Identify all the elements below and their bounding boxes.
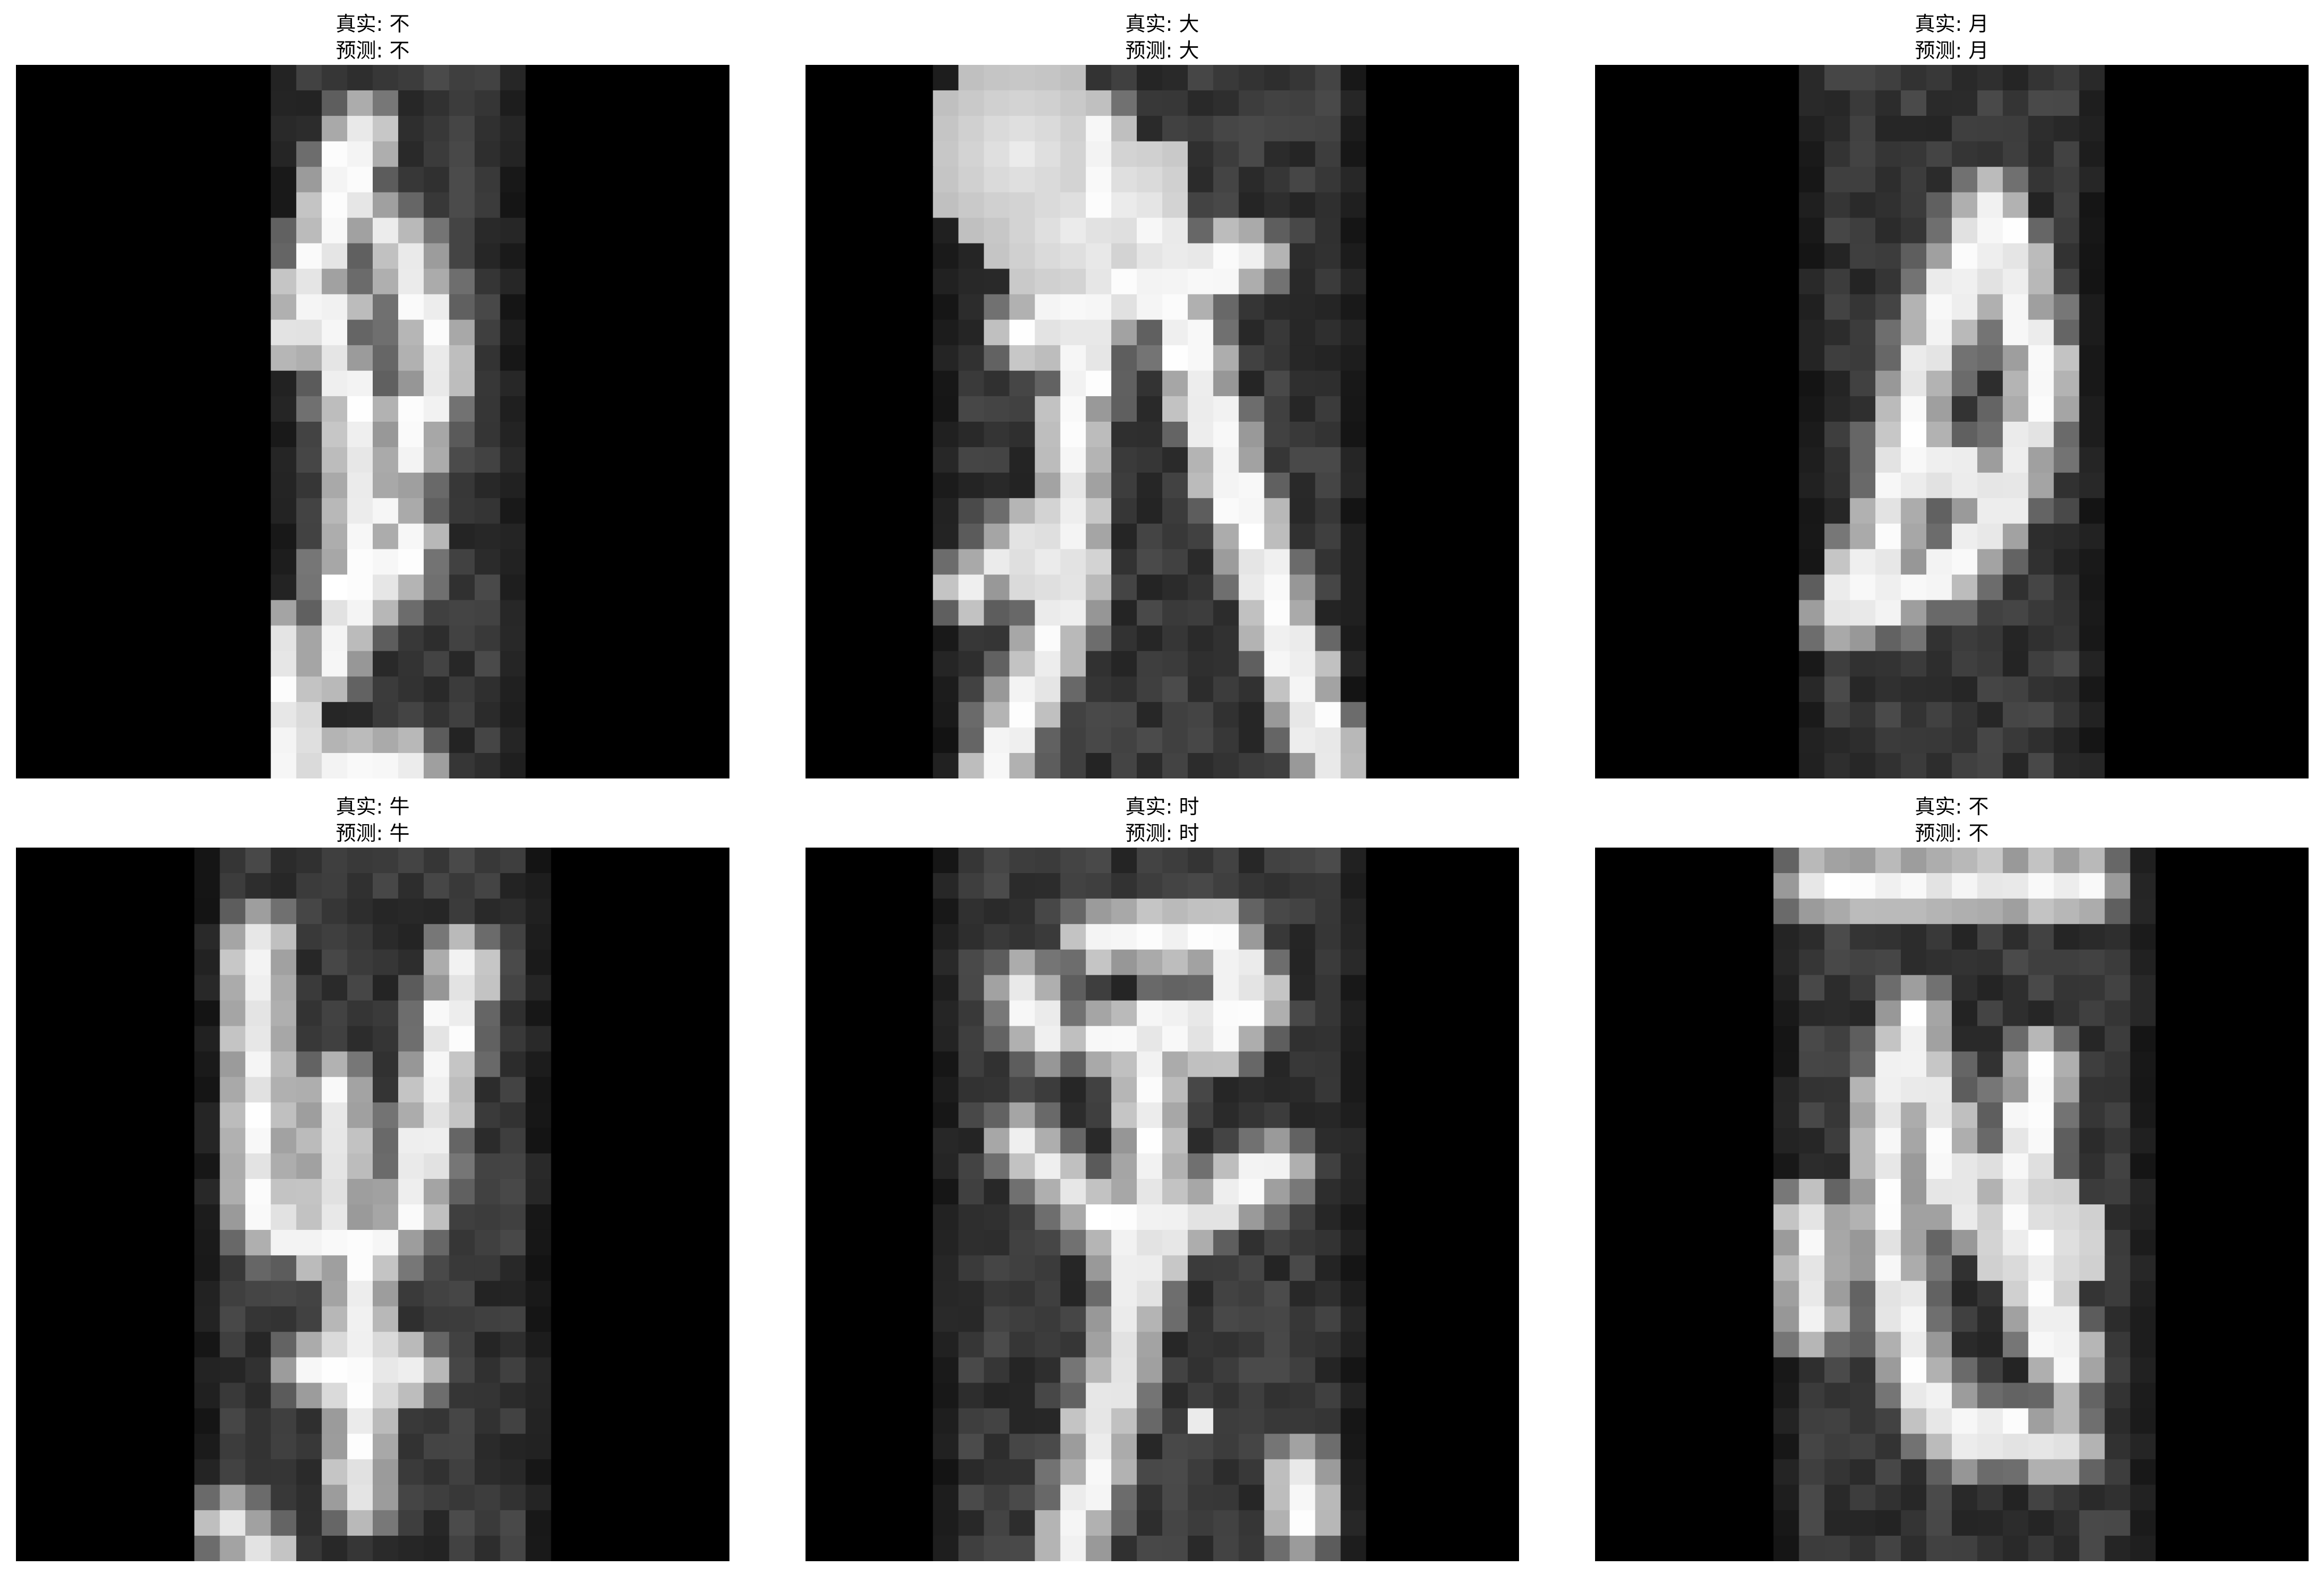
true-label: 真实: 月 — [1915, 12, 1989, 36]
panel-title: 真实: 不 预测: 不 — [16, 11, 729, 64]
true-label: 真实: 牛 — [335, 795, 410, 818]
pixel-grid — [1595, 65, 2309, 778]
predicted-label: 预测: 牛 — [335, 822, 410, 845]
character-image — [1595, 848, 2309, 1561]
panel-title: 真实: 月 预测: 月 — [1595, 11, 2309, 64]
character-image — [16, 65, 729, 778]
panel-title: 真实: 时 预测: 时 — [806, 793, 1519, 847]
character-image — [16, 848, 729, 1561]
pixel-grid — [16, 848, 729, 1561]
pixel-grid — [1595, 848, 2309, 1561]
predicted-label: 预测: 月 — [1915, 39, 1989, 62]
true-label: 真实: 大 — [1125, 12, 1199, 36]
character-image — [806, 848, 1519, 1561]
pixel-grid — [16, 65, 729, 778]
panel-title: 真实: 牛 预测: 牛 — [16, 793, 729, 847]
pixel-grid — [806, 65, 1519, 778]
predicted-label: 预测: 大 — [1125, 39, 1199, 62]
character-image — [806, 65, 1519, 778]
predicted-label: 预测: 不 — [1915, 822, 1989, 845]
predicted-label: 预测: 时 — [1125, 822, 1199, 845]
true-label: 真实: 时 — [1125, 795, 1199, 818]
panel-title: 真实: 不 预测: 不 — [1595, 793, 2309, 847]
true-label: 真实: 不 — [335, 12, 410, 36]
pixel-grid — [806, 848, 1519, 1561]
character-image — [1595, 65, 2309, 778]
predicted-label: 预测: 不 — [335, 39, 410, 62]
true-label: 真实: 不 — [1915, 795, 1989, 818]
panel-title: 真实: 大 预测: 大 — [806, 11, 1519, 64]
